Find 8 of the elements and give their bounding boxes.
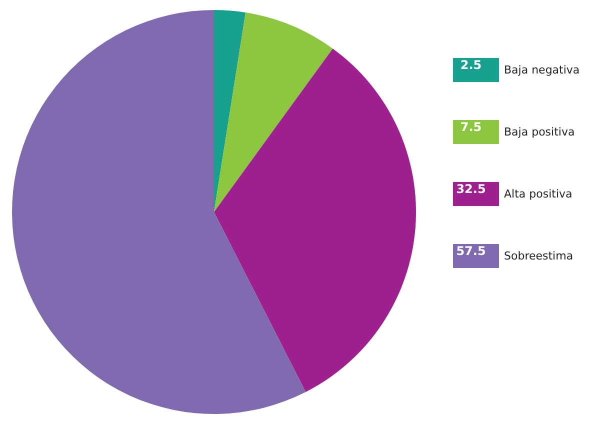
data-label: 57.5 (456, 244, 486, 258)
data-label: 2.5 (460, 58, 482, 72)
legend-label: Baja negativa (504, 64, 580, 76)
data-label: 32.5 (456, 182, 486, 196)
legend-label: Sobreestima (504, 250, 574, 262)
legend-label: Baja positiva (504, 126, 575, 138)
data-label: 7.5 (460, 120, 482, 134)
legend-label: Alta positiva (504, 188, 572, 200)
